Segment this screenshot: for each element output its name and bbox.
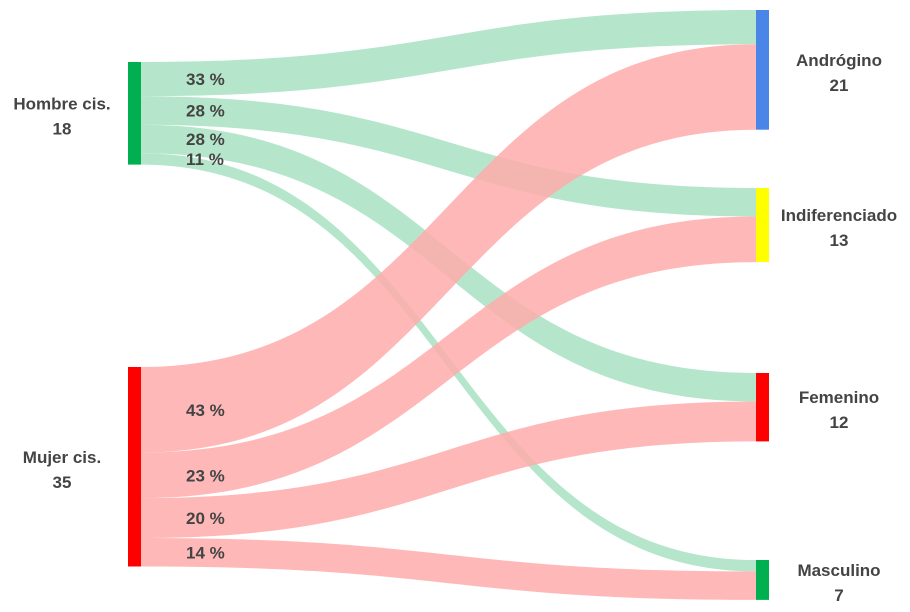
flow-percent-label-mujer-androgino: 43 % bbox=[186, 401, 225, 420]
flow-hombre-indiferenciado bbox=[141, 96, 756, 217]
flow-percent-label-hombre-masculino: 11 % bbox=[186, 150, 224, 169]
nodes bbox=[128, 10, 769, 600]
node-value-masculino: 7 bbox=[834, 586, 843, 605]
flow-percent-label-hombre-indiferenciado: 28 % bbox=[186, 101, 225, 120]
flow-percent-label-mujer-masculino: 14 % bbox=[186, 543, 225, 562]
node-androgino bbox=[756, 10, 769, 130]
node-label-androgino: Andrógino bbox=[796, 51, 882, 70]
node-label-hombre: Hombre cis. bbox=[13, 94, 110, 113]
node-label-mujer: Mujer cis. bbox=[23, 448, 101, 467]
node-mujer bbox=[128, 367, 141, 567]
flow-mujer-masculino bbox=[141, 538, 756, 600]
flow-mujer-androgino bbox=[141, 44, 756, 453]
node-masculino bbox=[756, 560, 769, 600]
labels: 33 %28 %28 %11 %43 %23 %20 %14 %Hombre c… bbox=[13, 51, 897, 605]
node-value-hombre: 18 bbox=[53, 119, 72, 138]
flow-mujer-femenino bbox=[141, 401, 756, 538]
node-indiferenciado bbox=[756, 188, 769, 263]
node-label-femenino: Femenino bbox=[799, 388, 879, 407]
flow-links bbox=[141, 10, 756, 600]
node-value-androgino: 21 bbox=[830, 76, 849, 95]
flow-percent-label-mujer-indiferenciado: 23 % bbox=[186, 466, 225, 485]
node-value-mujer: 35 bbox=[53, 473, 72, 492]
node-label-indiferenciado: Indiferenciado bbox=[781, 206, 897, 225]
node-femenino bbox=[756, 373, 769, 442]
flow-percent-label-hombre-androgino: 33 % bbox=[186, 70, 225, 89]
node-value-indiferenciado: 13 bbox=[830, 231, 849, 250]
flow-percent-label-mujer-femenino: 20 % bbox=[186, 509, 225, 528]
flow-mujer-indiferenciado bbox=[141, 216, 756, 499]
flow-hombre-androgino bbox=[141, 10, 756, 97]
node-label-masculino: Masculino bbox=[797, 561, 880, 580]
flow-percent-label-hombre-femenino: 28 % bbox=[186, 130, 225, 149]
node-value-femenino: 12 bbox=[830, 413, 849, 432]
node-hombre bbox=[128, 62, 141, 165]
